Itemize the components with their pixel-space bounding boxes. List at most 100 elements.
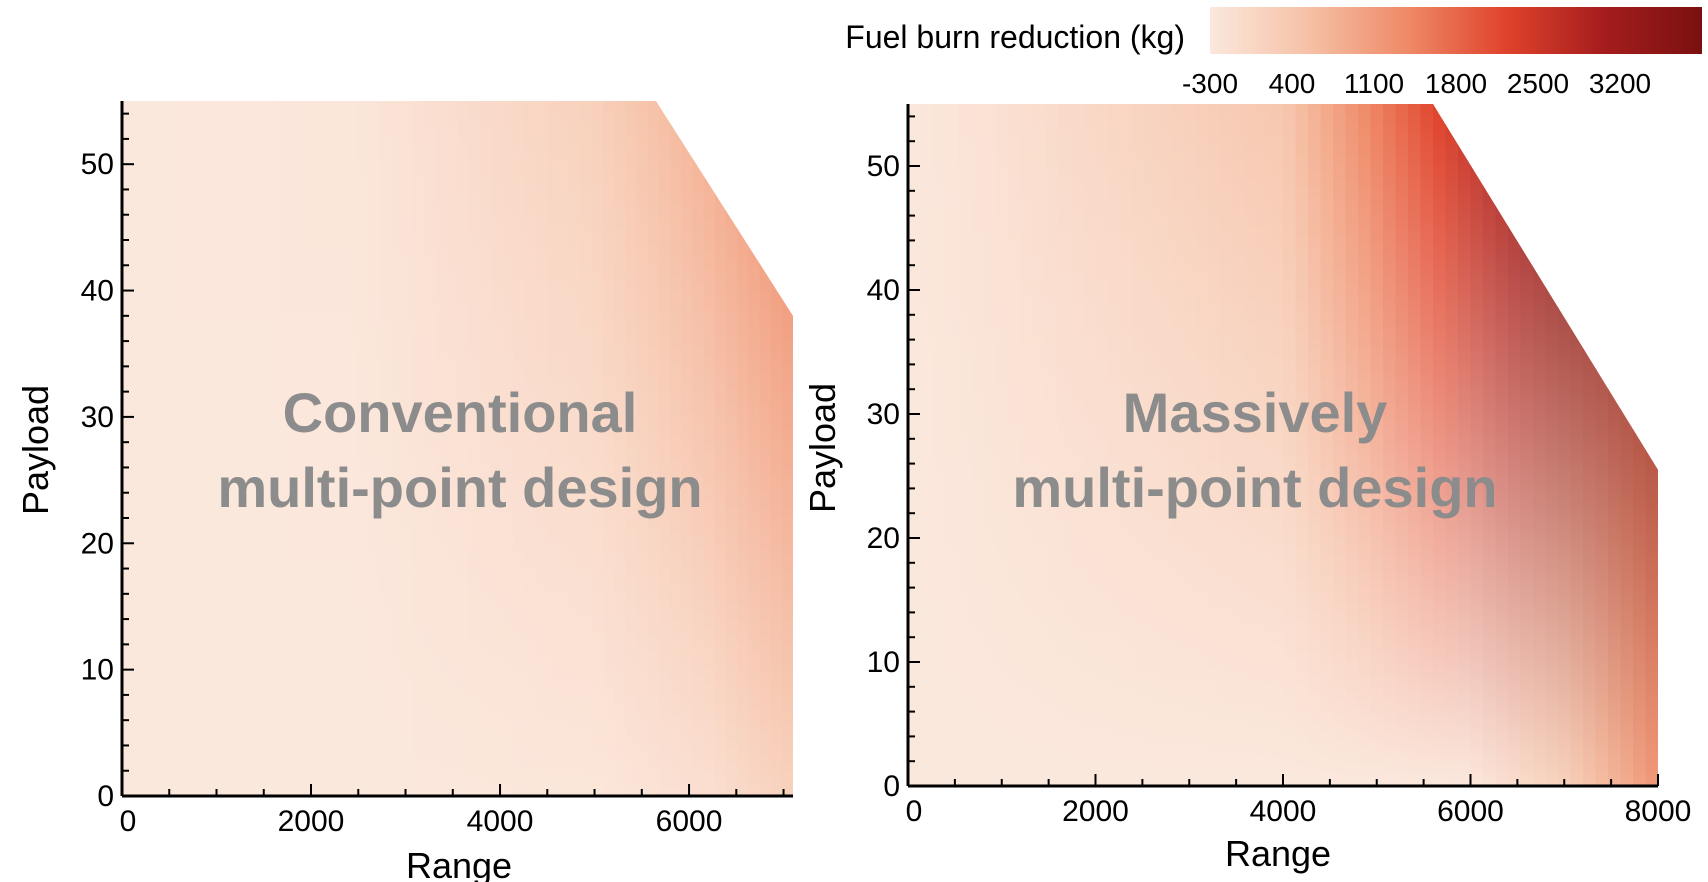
- contour-strip: [1145, 104, 1159, 786]
- contour-strip: [1383, 104, 1397, 786]
- contour-strip: [580, 101, 593, 796]
- y-tick-label: 40: [81, 275, 114, 308]
- contour-strip: [1645, 104, 1658, 786]
- contour-strip: [345, 101, 358, 796]
- contour-strip: [1483, 104, 1497, 786]
- chart-conventional: 0 2000 4000 6000 0 10 20 30 40 50 Conventional mu…: [15, 101, 793, 882]
- colorbar: Fuel burn reduction (kg) -300 400 1100 1800…: [845, 7, 1702, 99]
- contour-strip: [412, 101, 425, 796]
- contour-strip: [502, 101, 515, 796]
- contour-strip: [995, 104, 1009, 786]
- contour-strip: [703, 101, 716, 796]
- contour-strip: [625, 101, 638, 796]
- contour-strip: [1508, 104, 1522, 786]
- contour-strip: [958, 104, 972, 786]
- contour-strip: [558, 101, 571, 796]
- contour-strip: [1095, 104, 1109, 786]
- x-tick-label: 0: [120, 805, 137, 838]
- contour-strip: [1058, 104, 1072, 786]
- contour-strip: [945, 104, 959, 786]
- contour-strip: [770, 101, 783, 796]
- contour-strip: [222, 101, 235, 796]
- contour-strip: [1170, 104, 1184, 786]
- contour-strip: [334, 101, 347, 796]
- contour-strip: [491, 101, 504, 796]
- contour-strip: [781, 101, 793, 796]
- contour-strip: [479, 101, 492, 796]
- contour-strip: [535, 101, 548, 796]
- contour-strip: [1470, 104, 1484, 786]
- contour-strip: [759, 101, 772, 796]
- x-tick-label: 6000: [1437, 795, 1504, 828]
- contour-strip: [189, 101, 202, 796]
- y-tick-label: 30: [81, 401, 114, 434]
- contour-strip: [1158, 104, 1172, 786]
- y-tick-label: 30: [867, 398, 900, 431]
- contour-strip: [737, 101, 750, 796]
- contour-strip: [1395, 104, 1409, 786]
- contour-strip: [1570, 104, 1584, 786]
- y-tick-label: 0: [97, 780, 114, 813]
- y-tick-label: 50: [81, 148, 114, 181]
- contour-strip: [1620, 104, 1634, 786]
- contour-strip: [289, 101, 302, 796]
- contour-strip: [908, 104, 922, 786]
- contour-strip: [614, 101, 627, 796]
- contour-strip: [1633, 104, 1647, 786]
- contour-strip: [692, 101, 705, 796]
- contour-strip: [133, 101, 146, 796]
- contour-strip: [1208, 104, 1222, 786]
- contour-strip: [983, 104, 997, 786]
- contour-strip: [1308, 104, 1322, 786]
- contour-strip: [379, 101, 392, 796]
- contour-area-massively: [908, 104, 1658, 786]
- y-tick-label: 50: [867, 150, 900, 183]
- contour-strip: [591, 101, 604, 796]
- contour-strip: [1545, 104, 1559, 786]
- contour-strip: [1045, 104, 1059, 786]
- contour-strip: [177, 101, 190, 796]
- colorbar-gradient: [1210, 7, 1702, 54]
- overlay-line-2: multi-point design: [1012, 456, 1497, 519]
- axes-conventional: 0 2000 4000 6000 0 10 20 30 40 50: [81, 101, 793, 838]
- overlay-line-2: multi-point design: [217, 456, 702, 519]
- contour-strip: [725, 101, 738, 796]
- contour-strip: [1345, 104, 1359, 786]
- y-tick-label: 0: [883, 770, 900, 803]
- contour-strip: [513, 101, 526, 796]
- contour-strip: [245, 101, 257, 796]
- contour-strip: [658, 101, 671, 796]
- contour-strip: [1245, 104, 1259, 786]
- x-axis-label: Range: [1225, 833, 1331, 874]
- x-tick-label: 4000: [467, 805, 534, 838]
- contour-strip: [312, 101, 325, 796]
- contour-strip: [1108, 104, 1122, 786]
- contour-strip: [323, 101, 336, 796]
- contour-strip: [200, 101, 213, 796]
- contour-strip: [681, 101, 694, 796]
- colorbar-ticks: -300 400 1100 1800 2500 3200: [1182, 68, 1651, 99]
- x-tick-label: 4000: [1250, 795, 1317, 828]
- contour-strip: [1458, 104, 1472, 786]
- colorbar-title: Fuel burn reduction (kg): [845, 19, 1185, 55]
- contour-strip: [1420, 104, 1434, 786]
- contour-strip: [748, 101, 761, 796]
- colorbar-tick-label: 3200: [1589, 68, 1651, 99]
- contour-strip: [636, 101, 649, 796]
- y-axis-label: Payload: [15, 385, 56, 515]
- contour-strip: [1120, 104, 1134, 786]
- contour-strip: [1133, 104, 1147, 786]
- contour-strip: [267, 101, 280, 796]
- contour-strip: [468, 101, 481, 796]
- colorbar-tick-label: -300: [1182, 68, 1238, 99]
- contour-strip: [1008, 104, 1022, 786]
- contour-strip: [356, 101, 369, 796]
- contour-strip: [1595, 104, 1609, 786]
- y-tick-label: 20: [81, 527, 114, 560]
- contour-strip: [1558, 104, 1572, 786]
- contour-strip: [1433, 104, 1447, 786]
- contour-strip: [401, 101, 414, 796]
- overlay-line-1: Massively: [1123, 381, 1388, 444]
- contour-strip: [1520, 104, 1534, 786]
- contour-strip: [1495, 104, 1509, 786]
